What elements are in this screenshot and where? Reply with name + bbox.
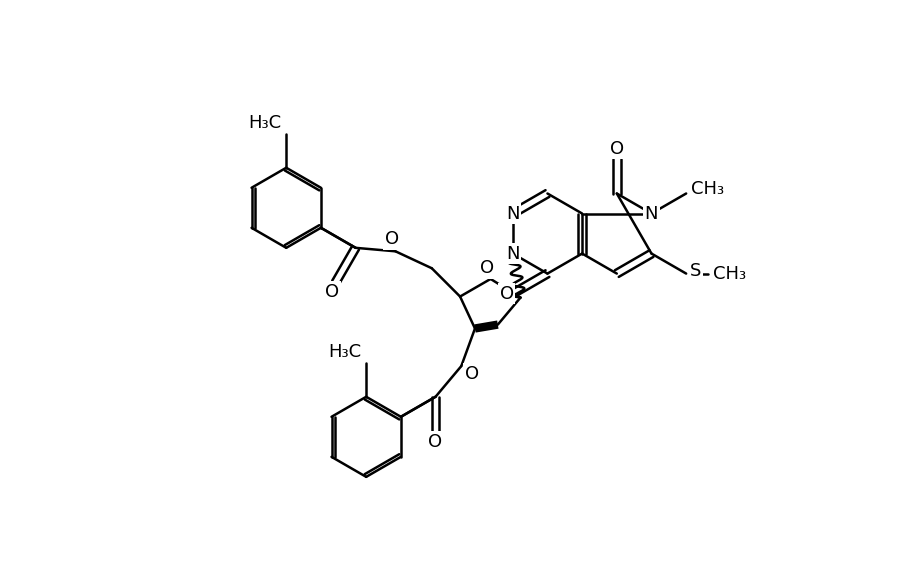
Text: N: N	[506, 205, 519, 222]
Text: O: O	[384, 230, 398, 248]
Text: CH₃: CH₃	[712, 265, 745, 282]
Text: O: O	[324, 282, 338, 301]
Text: H₃C: H₃C	[248, 114, 281, 132]
Text: O: O	[609, 140, 623, 158]
Text: CH₃: CH₃	[691, 180, 723, 198]
Text: S: S	[689, 262, 701, 280]
Text: H₃C: H₃C	[328, 343, 361, 361]
Text: O: O	[499, 285, 513, 303]
Text: O: O	[479, 259, 493, 277]
Text: N: N	[644, 205, 658, 222]
Text: O: O	[428, 433, 442, 450]
Text: N: N	[506, 245, 519, 262]
Text: O: O	[465, 365, 478, 383]
